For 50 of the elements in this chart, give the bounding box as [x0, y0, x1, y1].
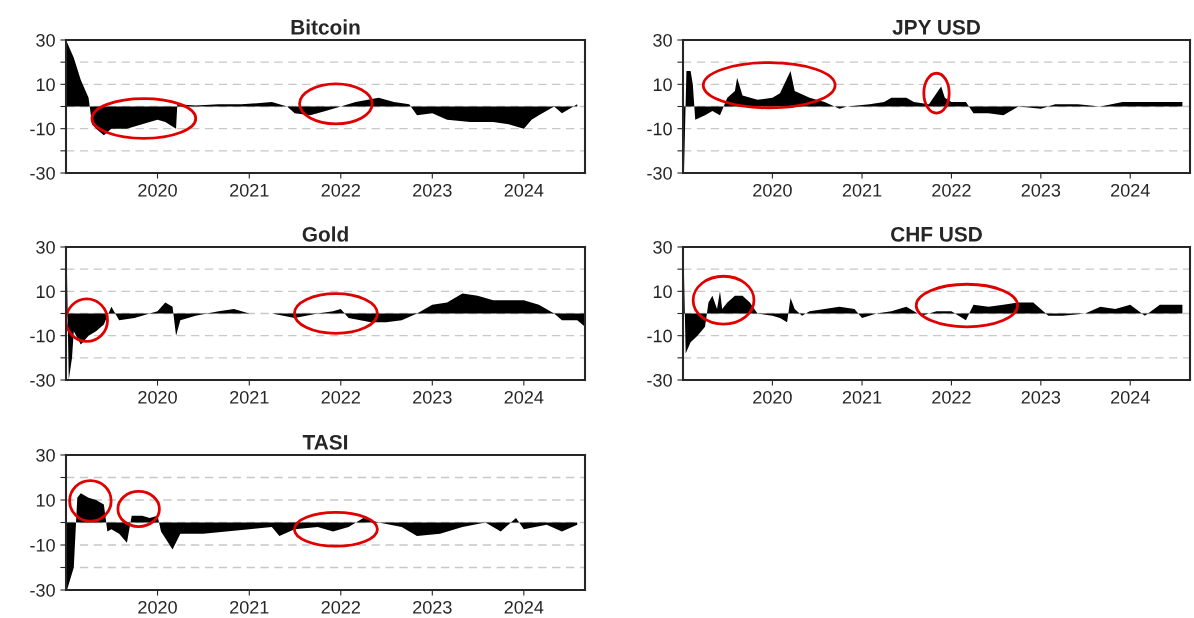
y-tick-label: 10 [653, 285, 672, 299]
x-tick-label: 2023 [413, 390, 452, 404]
x-tick-label: 2023 [1021, 183, 1061, 197]
y-tick-label: -10 [30, 329, 55, 343]
y-tick-label: 30 [36, 33, 55, 47]
y-tick-label: 30 [653, 33, 672, 47]
x-tick-label: 2023 [1021, 390, 1061, 404]
x-tick-label: 2022 [932, 183, 971, 197]
x-tick-label: 2021 [230, 183, 269, 197]
x-tick-label: 2024 [504, 183, 544, 197]
y-tick-label: -30 [30, 373, 55, 387]
x-tick-label: 2023 [413, 183, 452, 197]
chart-title: JPY USD [892, 19, 981, 35]
y-tick-label: 10 [36, 493, 55, 507]
y-tick-label: 10 [36, 78, 55, 92]
x-tick-label: 2020 [753, 183, 792, 197]
chart-title: Gold [302, 226, 348, 242]
y-tick-label: 10 [36, 285, 55, 299]
x-tick-label: 2023 [413, 600, 452, 614]
y-tick-label: -30 [647, 166, 672, 180]
x-tick-label: 2022 [321, 390, 360, 404]
x-tick-label: 2020 [138, 390, 177, 404]
y-tick-label: -10 [647, 122, 672, 136]
x-tick-label: 2024 [1111, 183, 1150, 197]
y-tick-label: -10 [647, 329, 672, 343]
x-tick-label: 2021 [842, 183, 882, 197]
x-tick-label: 2022 [932, 390, 971, 404]
x-tick-label: 2024 [504, 600, 544, 614]
y-tick-label: 30 [36, 240, 55, 254]
chart-title: CHF USD [891, 226, 982, 242]
x-tick-label: 2021 [230, 600, 269, 614]
y-tick-label: -30 [647, 373, 672, 387]
x-tick-label: 2020 [138, 183, 177, 197]
x-tick-label: 2022 [321, 183, 360, 197]
x-tick-label: 2020 [138, 600, 177, 614]
y-tick-label: 10 [653, 78, 672, 92]
chart-title: TASI [302, 434, 348, 450]
y-tick-label: 30 [36, 448, 55, 462]
x-tick-label: 2020 [753, 390, 792, 404]
x-tick-label: 2021 [842, 390, 882, 404]
x-tick-label: 2024 [1111, 390, 1150, 404]
y-tick-label: -10 [30, 122, 55, 136]
x-tick-label: 2024 [504, 390, 544, 404]
x-tick-label: 2022 [321, 600, 360, 614]
y-tick-label: -30 [30, 166, 55, 180]
y-tick-label: -10 [30, 538, 55, 552]
chart-title: Bitcoin [291, 19, 360, 35]
y-tick-label: -30 [30, 583, 55, 597]
x-tick-label: 2021 [230, 390, 269, 404]
y-tick-label: 30 [653, 240, 672, 254]
